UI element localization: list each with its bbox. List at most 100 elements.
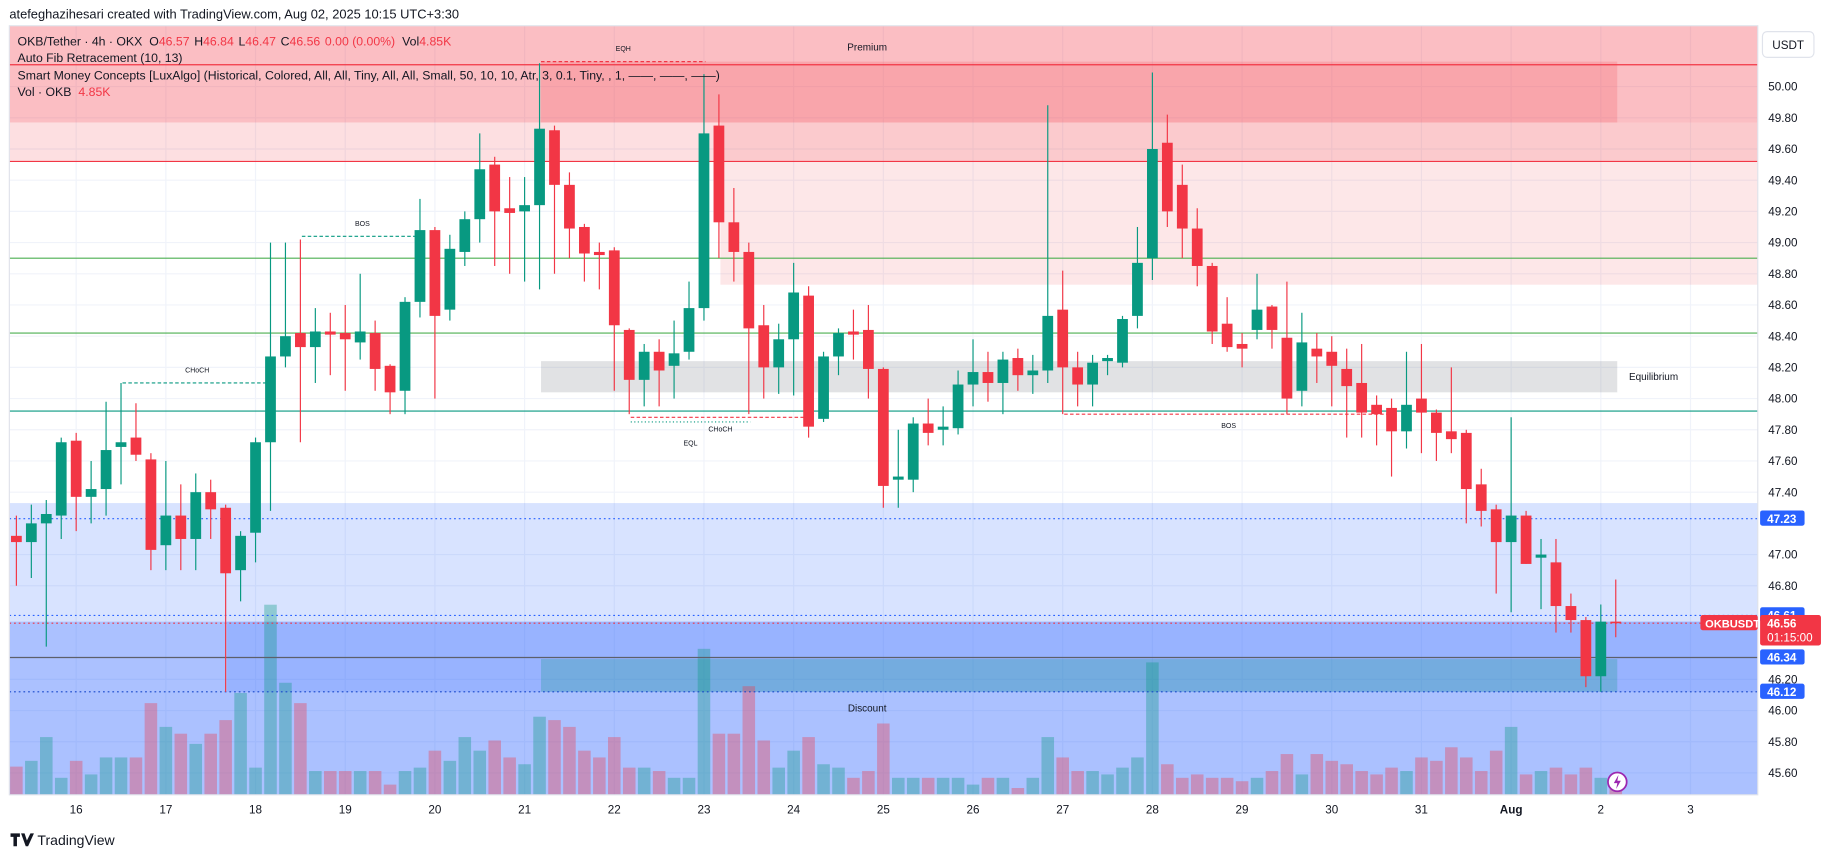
candle-body — [11, 535, 22, 543]
volume-bar — [877, 723, 890, 795]
candle-body — [339, 333, 351, 340]
candle-body — [608, 250, 620, 326]
volume-bar — [54, 777, 68, 795]
volume-bar — [488, 740, 501, 795]
volume-bar — [1355, 771, 1368, 795]
volume-bar — [1235, 781, 1249, 795]
candle-body — [1326, 351, 1338, 366]
candle-body — [1147, 148, 1158, 259]
candle-body — [1296, 342, 1308, 391]
structure-label: CHoCH — [185, 367, 209, 374]
price-axis-bg — [1758, 25, 1835, 796]
candle-body — [414, 230, 426, 302]
volume-bar — [204, 733, 217, 795]
structure-label: EQL — [683, 440, 697, 447]
candle-body — [653, 351, 665, 371]
volume-bar — [1460, 757, 1473, 795]
volume-bar — [981, 777, 995, 795]
candle-body — [713, 125, 725, 223]
candle-body — [593, 251, 605, 256]
candle-body — [235, 535, 246, 571]
candle-body — [1431, 412, 1442, 433]
volume-bar — [1385, 767, 1398, 795]
volume-bar — [951, 777, 965, 795]
volume-bar — [443, 760, 457, 795]
candle-body — [1206, 265, 1218, 332]
symbol-badge — [1700, 615, 1758, 631]
price-badge-label: 46.34 — [1767, 652, 1797, 665]
volume-bar — [742, 686, 756, 795]
candle-body — [728, 222, 740, 252]
candle-body — [1341, 368, 1353, 387]
volume-bar — [383, 784, 397, 795]
y-tick-label: 48.00 — [1768, 393, 1798, 406]
candle-body — [70, 440, 82, 497]
countdown: 01:15:00 — [1767, 631, 1813, 644]
h-prefix: H — [194, 35, 203, 49]
y-tick-label: 47.40 — [1768, 486, 1798, 499]
volume-bar — [249, 767, 262, 795]
volume-bar — [84, 774, 98, 795]
candle-body — [937, 426, 949, 430]
candle-body — [683, 308, 695, 352]
volume-bar — [622, 767, 636, 795]
structure-label: CHoCH — [708, 426, 732, 433]
candle-body — [1042, 315, 1054, 371]
x-tick-label: 26 — [967, 804, 980, 817]
candle-body — [1505, 515, 1517, 543]
volume-bar — [114, 757, 128, 795]
candle-body — [519, 205, 530, 212]
candle-body — [1371, 404, 1382, 415]
volume-bar — [921, 777, 935, 795]
volume-bar — [1415, 757, 1428, 795]
volume-bar — [338, 771, 352, 795]
volume-bar — [1370, 774, 1383, 795]
volume-bar — [129, 757, 143, 795]
y-tick-label: 49.80 — [1768, 112, 1798, 125]
candle-body — [145, 459, 157, 550]
volume-bar — [1026, 777, 1040, 795]
structure-label: EQH — [616, 46, 631, 53]
candle-body — [922, 423, 934, 433]
candle-body — [55, 442, 67, 516]
volume-bar — [189, 743, 203, 795]
currency-button[interactable] — [1761, 31, 1815, 58]
volume-bar — [1430, 760, 1443, 795]
volume-bar — [69, 760, 83, 795]
volume-bar — [1549, 767, 1563, 795]
current-badge — [1760, 615, 1821, 646]
volume-bar — [99, 757, 113, 795]
volume-bar — [697, 648, 711, 795]
candle-body — [892, 476, 904, 480]
y-tick-label: 47.00 — [1768, 549, 1798, 562]
candle-body — [295, 333, 306, 348]
volume-bar — [309, 771, 322, 795]
volume-bar — [1220, 777, 1234, 795]
volume-bar — [413, 767, 427, 795]
volume-bar — [458, 737, 472, 795]
l-value: 46.47 — [245, 35, 276, 49]
y-tick-label: 46.20 — [1768, 673, 1798, 686]
candle-body — [1356, 382, 1368, 413]
x-tick-label: 31 — [1415, 804, 1428, 817]
candle-body — [1176, 184, 1188, 229]
candle-body — [1580, 620, 1592, 677]
zone-label: Discount — [848, 704, 887, 715]
zone — [541, 659, 1618, 692]
zone-label: Premium — [847, 42, 887, 53]
x-tick-label: 18 — [249, 804, 262, 817]
candle-body — [1012, 358, 1024, 376]
candle-body — [459, 219, 471, 252]
volume-bar — [368, 771, 382, 795]
volume-bar — [533, 716, 546, 795]
volume-bar — [787, 750, 800, 795]
zone — [9, 621, 1758, 795]
volume-bar — [1594, 777, 1608, 795]
candle-body — [818, 356, 829, 419]
structure-label: BOS — [355, 221, 370, 228]
volume-bar — [1519, 774, 1533, 795]
candle-body — [190, 492, 202, 539]
volume-bar — [1161, 764, 1174, 795]
volume-bar — [1205, 777, 1219, 795]
